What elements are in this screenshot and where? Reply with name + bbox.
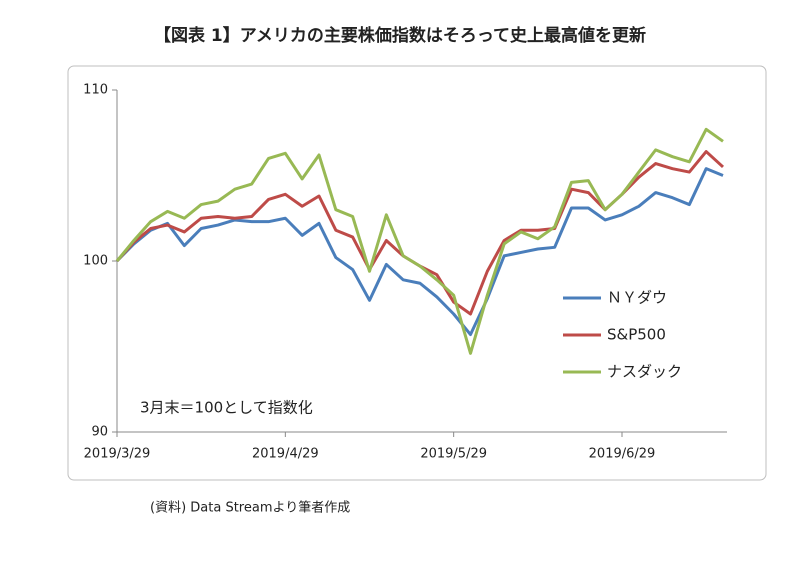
series-line xyxy=(115,127,724,355)
legend-label: ＮＹダウ xyxy=(607,289,667,307)
y-tick-label: 100 xyxy=(83,254,108,269)
x-tick-label: 2019/3/29 xyxy=(84,447,151,462)
annotation: 3月末＝100として指数化 xyxy=(140,399,313,417)
x-tick-label: 2019/6/29 xyxy=(589,447,656,462)
y-tick-label: 110 xyxy=(83,83,108,98)
x-tick-label: 2019/5/29 xyxy=(420,447,487,462)
source-note: (資料) Data Streamより筆者作成 xyxy=(150,501,350,516)
legend-label: ナスダック xyxy=(607,363,682,381)
x-tick-label: 2019/4/29 xyxy=(252,447,319,462)
chart-frame xyxy=(67,65,767,481)
legend-label: S&P500 xyxy=(607,326,666,344)
chart-title: 【図表 1】アメリカの主要株価指数はそろって史上最高値を更新 xyxy=(154,25,646,46)
series-line xyxy=(115,167,724,337)
y-tick-label: 90 xyxy=(91,425,108,440)
